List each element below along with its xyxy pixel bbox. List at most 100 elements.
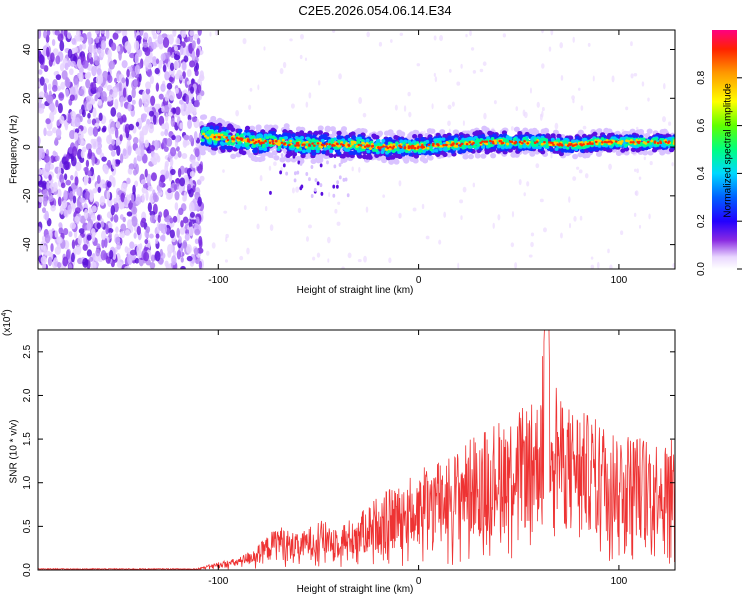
noise-blob: [169, 62, 175, 72]
noise-blob: [173, 45, 179, 51]
noise-blob: [382, 194, 386, 198]
noise-blob: [164, 71, 170, 81]
noise-blob: [101, 238, 105, 249]
noise-blob: [153, 139, 160, 151]
noise-blob: [87, 35, 92, 46]
ridge-blob: [361, 154, 368, 160]
noise-blob: [482, 61, 487, 66]
noise-blob: [39, 76, 45, 86]
noise-blob: [58, 227, 64, 235]
noise-blob: [189, 35, 194, 43]
noise-blob: [175, 178, 181, 184]
ridge-blob: [646, 128, 653, 134]
noise-blob: [38, 107, 45, 114]
ridge-blob: [396, 148, 400, 152]
noise-blob: [608, 163, 612, 170]
noise-blob: [135, 163, 139, 175]
noise-blob: [633, 73, 638, 77]
noise-blob: [97, 47, 102, 54]
noise-blob: [153, 152, 160, 161]
noise-blob: [168, 34, 174, 45]
noise-blob: [110, 205, 116, 216]
noise-blob: [73, 132, 79, 141]
noise-blob: [462, 186, 467, 193]
noise-blob: [141, 217, 147, 224]
ridge-blob: [359, 144, 363, 147]
noise-blob: [172, 30, 177, 37]
noise-blob: [138, 98, 143, 108]
noise-blob: [86, 249, 92, 257]
ridge-blob: [659, 141, 663, 145]
ridge-blob: [307, 138, 312, 142]
ridge-blob: [245, 143, 249, 148]
noise-blob: [186, 69, 192, 77]
noise-blob: [590, 256, 594, 260]
noise-blob: [149, 144, 156, 152]
noise-blob: [90, 138, 95, 144]
ridge-blob: [316, 142, 320, 145]
ridge-blob: [506, 142, 510, 146]
ridge-blob: [259, 156, 266, 162]
noise-blob: [46, 130, 53, 137]
noise-blob: [96, 68, 102, 76]
ridge-blob: [391, 149, 396, 153]
noise-blob: [366, 31, 370, 38]
noise-blob: [300, 33, 304, 40]
noise-blob: [106, 211, 113, 219]
noise-blob: [157, 34, 164, 45]
ridge-blob: [487, 130, 493, 136]
ridge-blob: [453, 129, 460, 135]
noise-blob: [38, 30, 42, 39]
ridge-blob: [513, 126, 520, 133]
noise-blob: [103, 96, 108, 102]
noise-blob: [124, 229, 131, 237]
noise-blob: [447, 104, 452, 110]
ridge-blob: [413, 146, 417, 150]
noise-blob: [82, 60, 89, 69]
ridge-blob: [295, 126, 302, 132]
ridge-blob: [484, 149, 490, 155]
noise-blob: [87, 43, 95, 53]
ridge-blob: [304, 145, 308, 149]
ridge-blob: [534, 141, 537, 145]
noise-blob: [434, 76, 438, 83]
noise-blob: [116, 145, 121, 157]
ridge-blob: [330, 138, 335, 142]
ridge-blob: [517, 130, 523, 136]
noise-blob: [194, 148, 200, 158]
noise-blob: [167, 111, 173, 117]
noise-blob: [514, 262, 518, 269]
noise-blob: [46, 30, 51, 36]
noise-blob: [122, 148, 127, 157]
noise-blob: [74, 215, 80, 223]
ridge-blob: [375, 139, 380, 143]
ridge-blob: [647, 150, 654, 156]
noise-blob: [152, 192, 158, 202]
ridge-blob: [247, 140, 251, 143]
noise-blob: [140, 147, 145, 157]
ridge-blob: [262, 141, 265, 144]
noise-blob: [91, 81, 97, 91]
noise-blob: [351, 166, 354, 172]
noise-blob: [145, 81, 152, 90]
ridge-blob: [317, 130, 323, 135]
noise-blob: [332, 30, 336, 33]
noise-blob: [176, 212, 181, 224]
noise-blob: [256, 223, 260, 230]
noise-blob: [106, 190, 111, 201]
noise-blob: [559, 42, 564, 49]
noise-blob: [182, 239, 188, 249]
noise-blob: [113, 214, 119, 223]
noise-blob: [188, 187, 194, 198]
noise-blob: [470, 47, 475, 51]
noise-blob: [145, 88, 151, 95]
noise-blob: [105, 30, 110, 40]
noise-blob: [145, 226, 151, 234]
ridge-blob: [493, 139, 497, 143]
noise-blob: [169, 229, 175, 239]
ridge-blob: [591, 142, 594, 145]
noise-blob: [145, 93, 150, 100]
noise-blob: [194, 238, 199, 245]
noise-blob: [57, 188, 62, 199]
